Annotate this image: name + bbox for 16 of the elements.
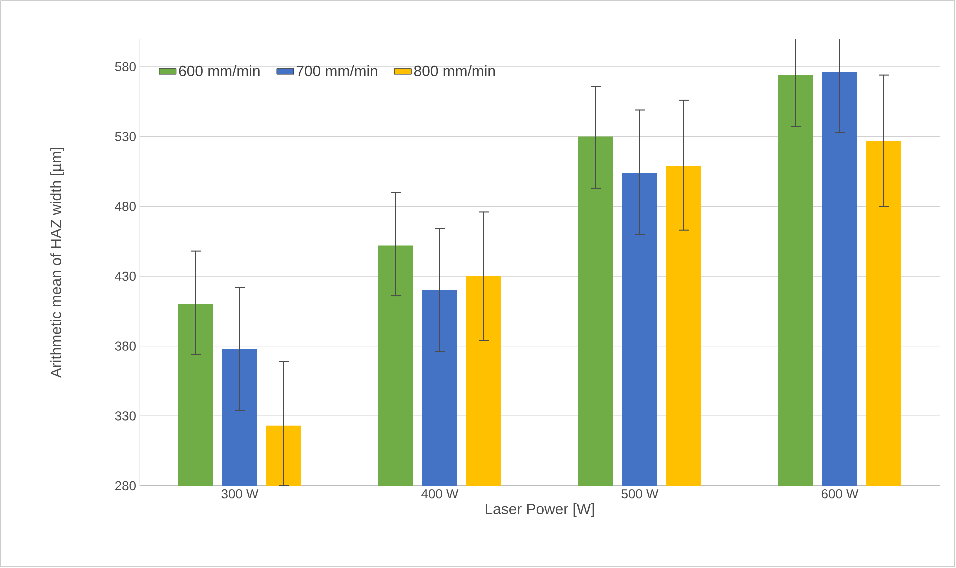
y-tick-label: 280	[116, 481, 136, 491]
y-tick-label: 430	[115, 272, 136, 282]
legend-label: 800 mm/min	[414, 66, 496, 77]
y-tick-label: 480	[115, 202, 136, 212]
legend-label: 700 mm/min	[296, 66, 378, 77]
y-axis-title: Arithmetic mean of HAZ width [µm]	[50, 148, 64, 378]
x-tick-label: 600 W	[822, 490, 859, 499]
y-tick-label: 580	[115, 62, 136, 72]
x-tick-label: 500 W	[622, 490, 659, 499]
y-tick-label: 380	[115, 342, 136, 351]
x-axis-title: Laser Power [W]	[486, 504, 594, 518]
x-tick-label: 300 W	[222, 490, 259, 499]
y-tick-label: 530	[115, 132, 136, 142]
y-tick-label: 330	[115, 412, 136, 421]
legend-label: 600 mm/min	[179, 66, 260, 77]
x-tick-label: 400 W	[422, 490, 459, 499]
